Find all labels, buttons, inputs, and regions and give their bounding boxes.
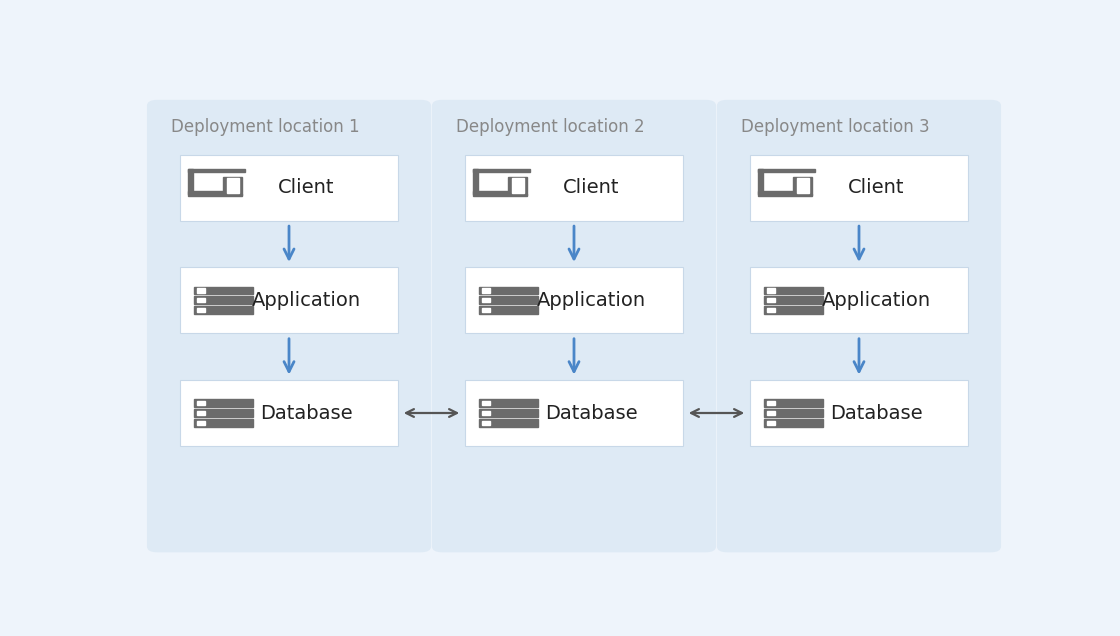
Bar [767,298,775,302]
Bar [194,409,253,417]
Bar [483,401,489,405]
FancyBboxPatch shape [749,380,969,446]
Bar [764,419,822,427]
Bar [474,169,478,194]
Bar [796,178,809,193]
FancyBboxPatch shape [465,267,683,333]
Text: Database: Database [545,403,637,422]
Bar [758,194,812,196]
Bar [479,419,538,427]
Bar [512,178,524,193]
FancyBboxPatch shape [465,380,683,446]
Text: Client: Client [278,178,335,197]
Bar [474,169,530,172]
Text: Deployment location 1: Deployment location 1 [171,118,360,136]
FancyBboxPatch shape [432,100,716,552]
Text: Database: Database [830,403,923,422]
Bar [483,421,489,425]
Bar [188,194,242,196]
FancyBboxPatch shape [179,267,399,333]
Bar [479,287,538,294]
Bar [474,194,528,196]
Bar [767,421,775,425]
Text: Deployment location 2: Deployment location 2 [456,118,645,136]
FancyBboxPatch shape [147,100,431,552]
FancyBboxPatch shape [179,155,399,221]
Bar [224,177,242,195]
Bar [764,296,822,304]
Bar [194,419,253,427]
Bar [483,411,489,415]
FancyBboxPatch shape [465,155,683,221]
Bar [764,399,822,407]
Bar [479,296,538,304]
Bar [197,298,205,302]
Bar [188,169,193,194]
Text: Database: Database [260,403,353,422]
Text: Client: Client [848,178,905,197]
Bar [483,298,489,302]
Bar [194,307,253,314]
Bar [764,307,822,314]
FancyBboxPatch shape [717,100,1001,552]
Bar [793,177,812,195]
Bar [226,178,240,193]
Bar [758,169,763,194]
Bar [767,289,775,293]
Bar [764,409,822,417]
Bar [474,191,522,194]
Text: Application: Application [822,291,931,310]
FancyBboxPatch shape [749,155,969,221]
Bar [197,308,205,312]
Bar [197,411,205,415]
Bar [194,287,253,294]
Bar [508,177,528,195]
Bar [767,411,775,415]
Bar [188,169,245,172]
Bar [194,399,253,407]
Bar [197,421,205,425]
Bar [758,191,806,194]
Bar [188,191,236,194]
Text: Application: Application [536,291,646,310]
Bar [767,308,775,312]
Bar [764,287,822,294]
Bar [767,401,775,405]
Text: Client: Client [563,178,619,197]
Bar [758,169,815,172]
Bar [483,308,489,312]
Bar [483,289,489,293]
Text: Deployment location 3: Deployment location 3 [741,118,930,136]
FancyBboxPatch shape [179,380,399,446]
Bar [479,409,538,417]
Bar [197,289,205,293]
Bar [194,296,253,304]
Bar [479,307,538,314]
Bar [197,401,205,405]
Bar [479,399,538,407]
Text: Application: Application [252,291,361,310]
FancyBboxPatch shape [749,267,969,333]
